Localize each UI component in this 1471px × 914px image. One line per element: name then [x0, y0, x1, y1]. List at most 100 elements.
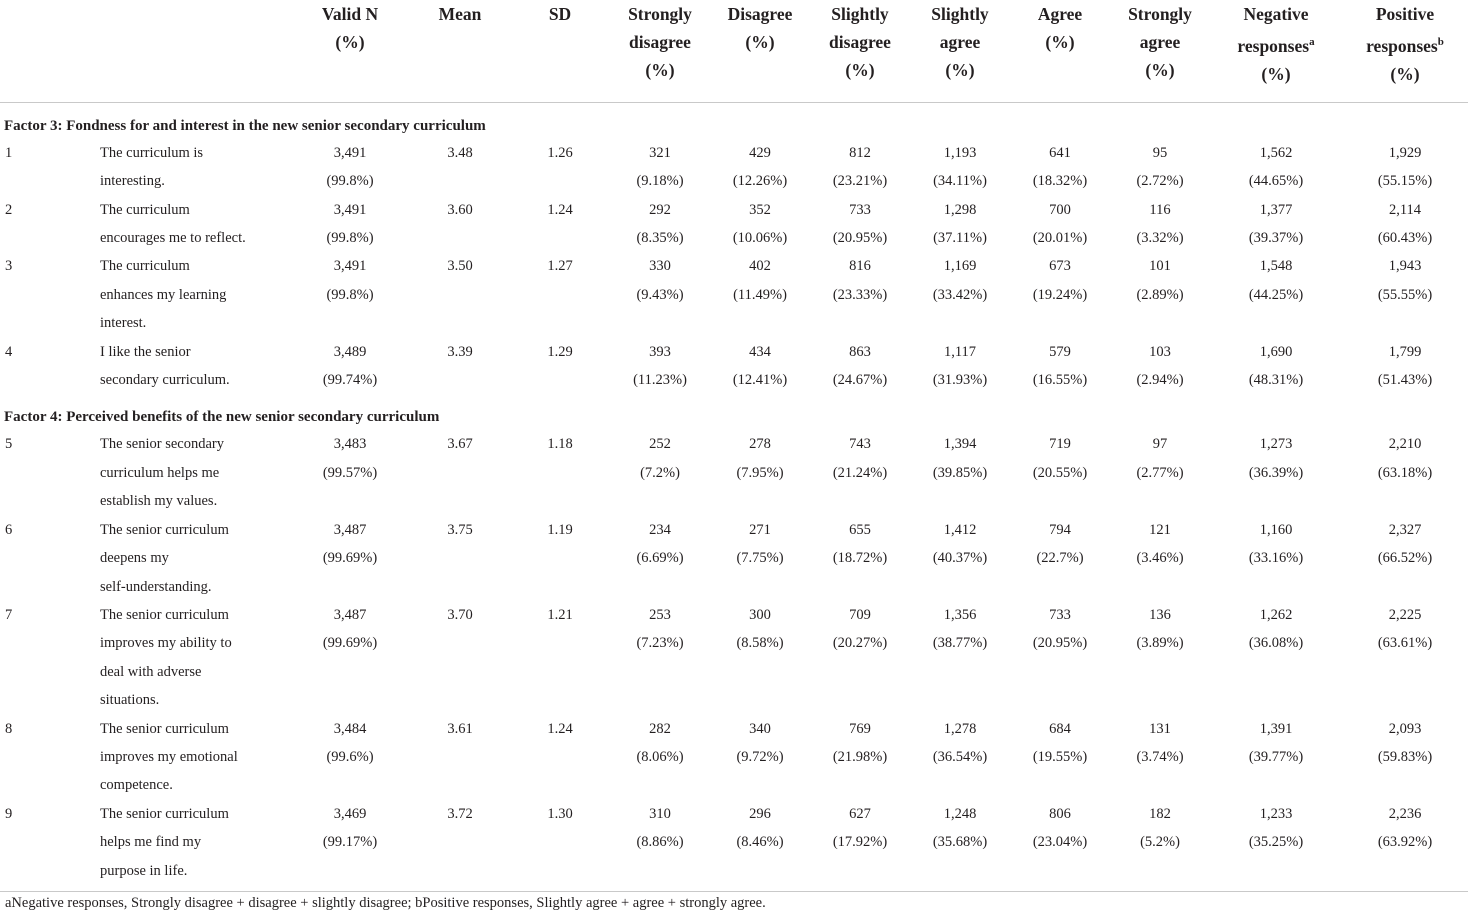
response-count: 282 [649, 720, 671, 737]
table-row: 9 The senior curriculum helps me find my pu… [0, 799, 1468, 892]
item-statement-line: The curriculum [100, 258, 190, 275]
response-percent: (8.06%) [636, 748, 684, 765]
response-percent: (17.92%) [832, 834, 888, 851]
response-count: 816 [849, 258, 871, 275]
response-count: 579 [1049, 343, 1071, 360]
response-cell: 292 (8.35%) [610, 196, 710, 253]
column-header: Positive responsesb (%) [1342, 0, 1468, 103]
column-header: Mean [410, 0, 510, 103]
response-percent: (23.21%) [832, 173, 888, 190]
response-cell: 103 (2.94%) [1110, 338, 1210, 395]
item-statement-line: curriculum helps me [100, 464, 220, 481]
response-percent: (2.77%) [1136, 464, 1184, 481]
response-count: 2,210 [1388, 436, 1422, 453]
response-count: 253 [649, 606, 671, 623]
response-count: 402 [749, 258, 771, 275]
response-count: 429 [749, 144, 771, 161]
valid-n-value: 3,483 [333, 436, 367, 453]
response-count: 292 [649, 201, 671, 218]
response-count: 1,929 [1388, 144, 1422, 161]
response-percent: (39.77%) [1248, 748, 1304, 765]
response-percent: (33.16%) [1248, 550, 1304, 567]
item-statement-line: encourages me to reflect. [100, 230, 246, 247]
response-cell: 121 (3.46%) [1110, 516, 1210, 601]
response-cell: 182 (5.2%) [1110, 799, 1210, 892]
response-cell: 1,799 (51.43%) [1342, 338, 1468, 395]
response-cell: 2,210 (63.18%) [1342, 430, 1468, 515]
table-row: 7 The senior curriculum improves my abilit… [0, 601, 1468, 715]
item-statement-line: enhances my learning [100, 286, 227, 303]
item-statement: The curriculum is interesting. [100, 139, 290, 196]
response-count: 743 [849, 436, 871, 453]
column-header-line: SD [548, 4, 572, 24]
item-statement-line: interest. [100, 315, 147, 332]
valid-n-value: (99.69%) [322, 550, 378, 567]
item-statement-line: improves my ability to [100, 635, 232, 652]
response-count: 1,943 [1388, 258, 1422, 275]
response-cell: 95 (2.72%) [1110, 139, 1210, 196]
response-percent: (9.43%) [636, 286, 684, 303]
mean-cell: 3.50 [447, 258, 473, 275]
mean-cell: 3.75 [447, 521, 473, 538]
column-header-line: Positive [1375, 4, 1435, 24]
column-header: Slightly agree (%) [910, 0, 1010, 103]
item-statement-line: self-understanding. [100, 578, 212, 595]
column-header-line: disagree [829, 32, 891, 52]
footnote-marker: b [1437, 36, 1444, 48]
response-cell: 1,548 (44.25%) [1210, 252, 1342, 337]
response-count: 1,377 [1259, 201, 1293, 218]
response-percent: (2.94%) [1136, 372, 1184, 389]
column-header-line: Agree [1037, 4, 1083, 24]
valid-n-cell: 3,491 (99.8%) [290, 139, 410, 196]
response-percent: (44.65%) [1248, 173, 1304, 190]
response-count: 2,327 [1388, 521, 1422, 538]
response-cell: 1,391 (39.77%) [1210, 715, 1342, 800]
response-count: 2,093 [1388, 720, 1422, 737]
response-percent: (3.32%) [1136, 230, 1184, 247]
item-statement-line: The senior curriculum [100, 606, 229, 623]
response-count: 340 [749, 720, 771, 737]
table-row: 8 The senior curriculum improves my emotio… [0, 715, 1468, 800]
response-percent: (18.32%) [1032, 173, 1088, 190]
valid-n-cell: 3,489 (99.74%) [290, 338, 410, 395]
response-count: 1,233 [1259, 805, 1293, 822]
item-statement-line: interesting. [100, 173, 165, 190]
response-cell: 1,233 (35.25%) [1210, 799, 1342, 892]
item-statement-line: I like the senior [100, 343, 191, 360]
response-count: 182 [1149, 805, 1171, 822]
response-cell: 253 (7.23%) [610, 601, 710, 715]
column-header-line: (%) [1045, 32, 1075, 52]
valid-n-value: 3,491 [333, 258, 367, 275]
response-percent: (66.52%) [1377, 550, 1433, 567]
response-cell: 310 (8.86%) [610, 799, 710, 892]
valid-n-value: 3,487 [333, 521, 367, 538]
mean-cell: 3.70 [447, 606, 473, 623]
response-count: 627 [849, 805, 871, 822]
response-count: 278 [749, 436, 771, 453]
response-percent: (23.04%) [1032, 834, 1088, 851]
response-percent: (20.55%) [1032, 464, 1088, 481]
response-count: 296 [749, 805, 771, 822]
column-header-line: Mean [438, 4, 482, 24]
item-statement-line: The senior curriculum [100, 720, 229, 737]
response-count: 812 [849, 144, 871, 161]
response-cell: 321 (9.18%) [610, 139, 710, 196]
response-percent: (34.11%) [933, 173, 987, 190]
response-count: 352 [749, 201, 771, 218]
response-percent: (24.67%) [832, 372, 888, 389]
column-header-line: (%) [1261, 63, 1291, 84]
sd-cell: 1.19 [547, 521, 573, 538]
column-header-line: Valid N [321, 4, 379, 24]
response-cell: 1,169 (33.42%) [910, 252, 1010, 337]
response-cell: 101 (2.89%) [1110, 252, 1210, 337]
item-statement: I like the senior secondary curriculum. [100, 338, 290, 395]
response-count: 655 [849, 521, 871, 538]
response-percent: (37.11%) [933, 230, 987, 247]
item-number: 9 [0, 799, 100, 892]
valid-n-value: (99.74%) [322, 372, 378, 389]
column-header-line: Strongly [628, 4, 692, 24]
response-count: 1,117 [943, 343, 977, 360]
table-row: 4 I like the senior secondary curriculum. 3… [0, 338, 1468, 395]
response-percent: (40.37%) [932, 550, 988, 567]
valid-n-value: (99.57%) [322, 464, 378, 481]
